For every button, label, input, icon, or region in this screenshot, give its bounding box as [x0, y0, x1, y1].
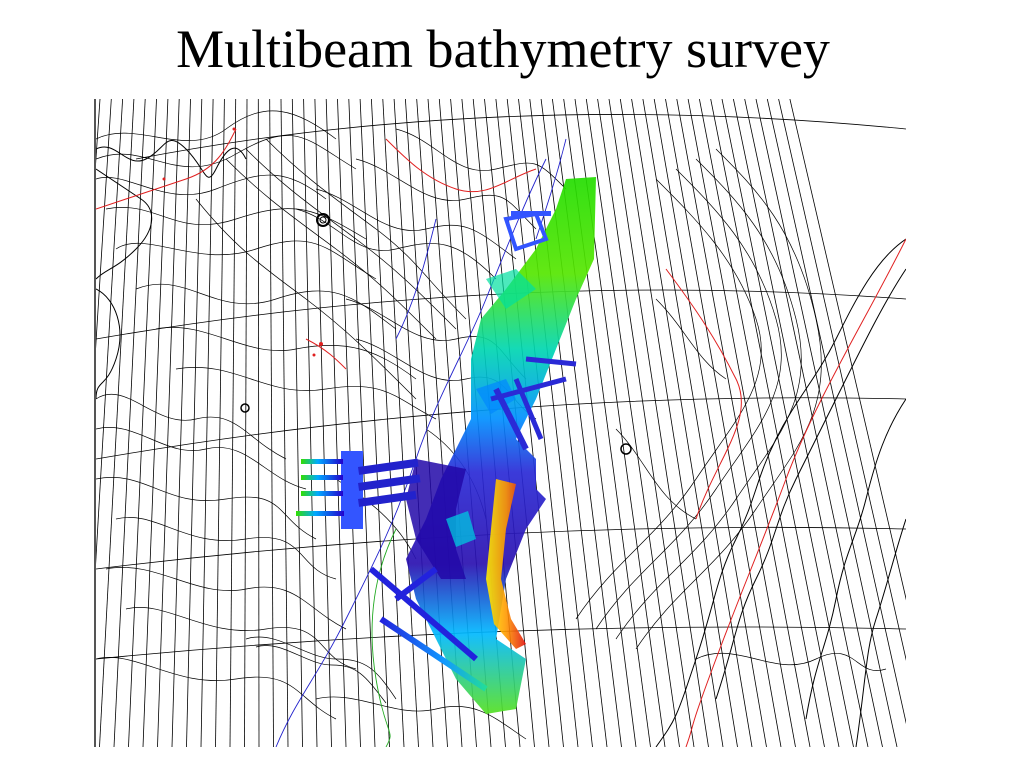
bathymetry-map [94, 99, 906, 747]
meridian-line [257, 99, 260, 747]
seamount-markers [240, 213, 632, 455]
meridian-line [382, 99, 419, 747]
slide-title: Multibeam bathymetry survey [176, 19, 830, 79]
red-markers [162, 127, 323, 357]
multibeam-swath [406, 177, 596, 714]
meridian-line [653, 99, 767, 747]
survey-leg-lines [296, 211, 577, 692]
meridian-line [280, 99, 289, 747]
meridian-line [348, 99, 376, 747]
map-canvas [96, 99, 906, 747]
meridian-line [608, 99, 709, 747]
meridian-line [215, 99, 225, 747]
meridian-line [291, 99, 303, 747]
meridian-line [518, 99, 593, 747]
meridian-line [597, 99, 695, 747]
meridian-line [186, 99, 203, 747]
meridian-line [721, 99, 854, 747]
meridian-line [710, 99, 840, 747]
meridian-line [529, 99, 608, 747]
meridian-line [200, 99, 214, 747]
meridian-line [699, 99, 825, 747]
meridian-line [755, 99, 898, 747]
meridian-line [778, 99, 906, 661]
meridian-line [642, 99, 753, 747]
secondary-track-line [371, 528, 397, 747]
meridian-line [766, 99, 906, 725]
meridian-line [142, 99, 169, 747]
boundary-lines [96, 128, 906, 747]
meridian-line [96, 99, 101, 164]
meridian-line [303, 99, 318, 747]
meridian-line [371, 99, 405, 747]
meridian-line [631, 99, 738, 747]
meridian-line [113, 99, 146, 747]
meridian-line [171, 99, 191, 747]
meridian-line [540, 99, 622, 747]
meridian-line [96, 99, 112, 349]
meridian-line [619, 99, 724, 747]
meridian-line [359, 99, 390, 747]
meridian-line [269, 99, 274, 747]
meridian-line [687, 99, 811, 747]
meridian-line [157, 99, 180, 747]
meridian-line [128, 99, 157, 747]
meridian-line [393, 99, 434, 747]
bathymetric-contours [96, 110, 887, 740]
meridian-line [744, 99, 883, 747]
coastline [96, 139, 906, 747]
meridian-line [314, 99, 332, 747]
meridian-line [676, 99, 796, 747]
meridian-line [99, 99, 135, 747]
meridian-line [495, 99, 564, 747]
meridian-line [96, 99, 123, 565]
meridian-line [789, 99, 906, 601]
meridian-line [665, 99, 782, 747]
meridian-line [585, 99, 680, 747]
meridian-line [506, 99, 579, 747]
meridian-line [244, 99, 248, 747]
meridian-line [733, 99, 869, 747]
